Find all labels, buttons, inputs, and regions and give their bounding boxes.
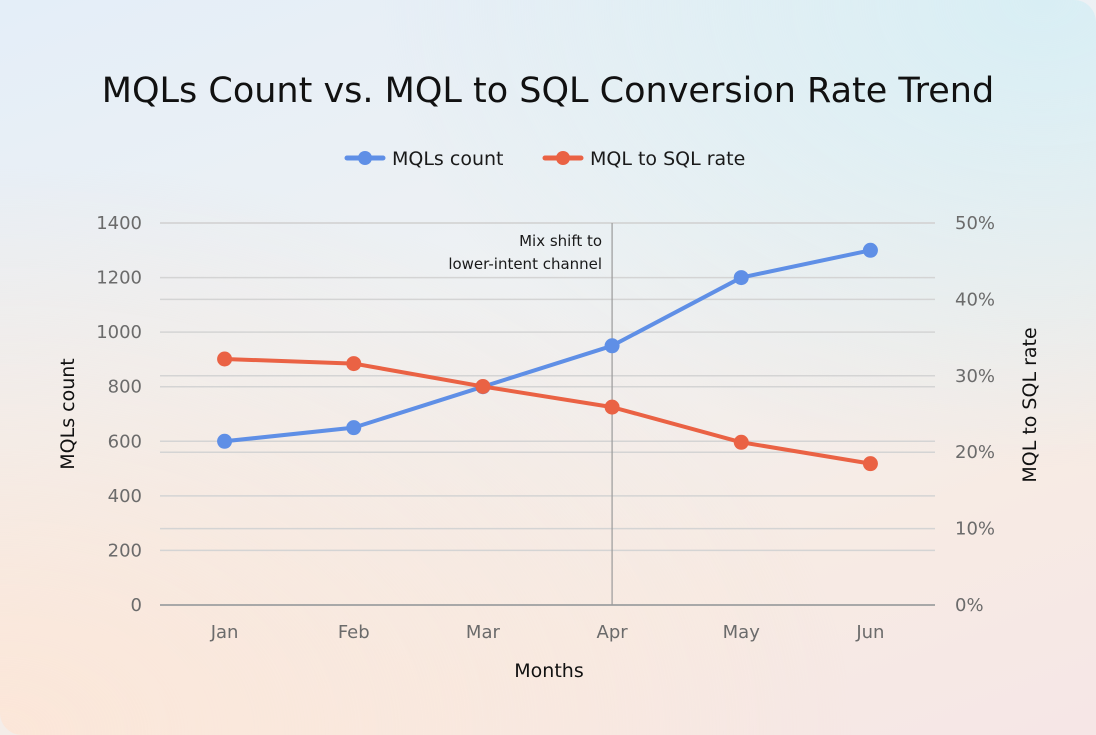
gridlines xyxy=(160,222,935,552)
x-tick-label: Apr xyxy=(597,622,629,643)
y2-tick-label: 0% xyxy=(955,595,984,616)
data-point[interactable] xyxy=(346,356,362,372)
series xyxy=(217,242,878,472)
y-tick-label: 400 xyxy=(108,486,142,507)
series-line xyxy=(224,248,871,444)
legend-item-rate[interactable]: MQL to SQL rate xyxy=(542,148,745,170)
x-tick-label: Jun xyxy=(855,622,884,643)
y2-tick-label: 40% xyxy=(955,289,995,310)
data-point[interactable] xyxy=(217,351,233,367)
legend-marker-mqls xyxy=(358,151,372,165)
y2-tick-label: 50% xyxy=(955,213,995,234)
x-tick-label: Jan xyxy=(210,622,239,643)
series-line xyxy=(224,356,871,466)
legend-label-rate: MQL to SQL rate xyxy=(590,148,745,170)
legend-marker-rate xyxy=(556,151,570,165)
data-point[interactable] xyxy=(604,399,620,415)
data-point[interactable] xyxy=(862,456,878,472)
data-point[interactable] xyxy=(346,420,362,436)
y-axis-left: 0 200 400 600 800 1000 1200 1400 xyxy=(96,213,142,616)
x-tick-label: May xyxy=(723,622,761,643)
y2-tick-label: 30% xyxy=(955,366,995,387)
y-tick-label: 1000 xyxy=(96,322,142,343)
annotation-text: lower-intent channel xyxy=(448,255,602,273)
data-point[interactable] xyxy=(475,378,491,394)
y-tick-label: 1200 xyxy=(96,268,142,289)
data-point[interactable] xyxy=(217,433,233,449)
y-tick-label: 0 xyxy=(131,595,142,616)
legend-label-mqls: MQLs count xyxy=(392,148,503,170)
x-tick-label: Mar xyxy=(466,622,501,643)
y-axis-label: MQLs count xyxy=(57,358,79,469)
series-mqls xyxy=(217,242,878,449)
data-point[interactable] xyxy=(733,434,749,450)
x-axis: Jan Feb Mar Apr May Jun xyxy=(210,622,885,643)
data-point[interactable] xyxy=(604,338,620,354)
y-axis-right: 0% 10% 20% 30% 40% 50% xyxy=(955,213,995,616)
y-tick-label: 800 xyxy=(108,377,142,398)
legend-item-mqls[interactable]: MQLs count xyxy=(344,148,503,170)
chart-title: MQLs Count vs. MQL to SQL Conversion Rat… xyxy=(102,71,994,111)
y-tick-label: 200 xyxy=(108,540,142,561)
x-tick-label: Feb xyxy=(338,622,370,643)
y-tick-label: 1400 xyxy=(96,213,142,234)
data-point[interactable] xyxy=(862,242,878,258)
x-axis-label: Months xyxy=(514,660,583,682)
data-point[interactable] xyxy=(733,270,749,286)
series-rate xyxy=(217,351,878,472)
y2-tick-label: 10% xyxy=(955,519,995,540)
y-tick-label: 600 xyxy=(108,431,142,452)
legend: MQLs count MQL to SQL rate xyxy=(344,148,745,170)
annotation: Mix shift to lower-intent channel xyxy=(448,223,613,605)
y2-tick-label: 20% xyxy=(955,442,995,463)
annotation-text: Mix shift to xyxy=(519,232,602,250)
y2-axis-label: MQL to SQL rate xyxy=(1019,327,1041,482)
